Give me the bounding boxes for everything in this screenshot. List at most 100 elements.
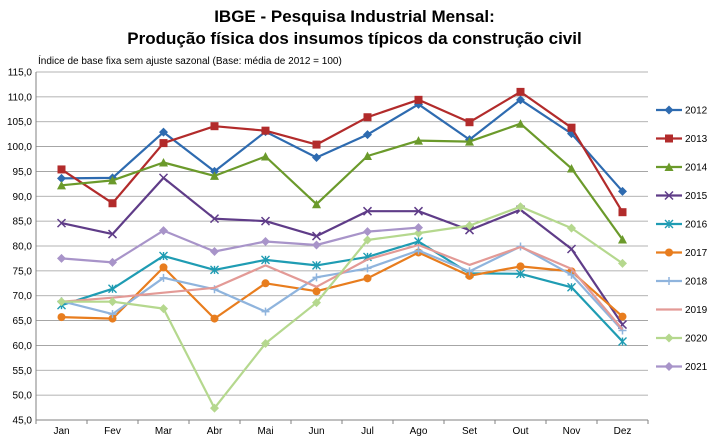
data-point: [664, 219, 674, 229]
legend-item-2016: 2016: [656, 220, 708, 231]
x-tick-label: Jul: [361, 426, 374, 437]
x-tick-label: Out: [512, 426, 528, 437]
x-tick-label: Mai: [257, 426, 273, 437]
data-point: [159, 304, 168, 314]
y-tick-label: 80,0: [13, 242, 33, 253]
x-tick-label: Set: [462, 426, 477, 437]
data-point: [210, 403, 219, 413]
data-point: [312, 260, 321, 270]
data-point: [57, 165, 66, 174]
data-point: [57, 173, 66, 183]
data-point: [57, 180, 66, 190]
data-point: [108, 175, 117, 185]
y-tick-label: 90,0: [13, 192, 33, 203]
data-point: [312, 273, 321, 282]
data-point: [465, 221, 474, 231]
data-point: [566, 244, 577, 254]
legend-label: 2014: [685, 163, 708, 174]
data-point: [261, 152, 270, 161]
y-tick-label: 100,0: [7, 142, 32, 153]
data-point: [108, 199, 117, 208]
y-tick-label: 85,0: [13, 217, 33, 228]
data-point: [209, 214, 220, 224]
data-point: [363, 274, 372, 283]
data-point: [159, 251, 168, 261]
data-point: [107, 229, 118, 239]
data-point: [363, 235, 372, 245]
data-point: [210, 246, 219, 256]
y-tick-label: 50,0: [13, 391, 33, 402]
data-point: [108, 297, 117, 307]
data-point: [159, 226, 168, 236]
data-point: [159, 157, 168, 167]
data-point: [312, 140, 321, 149]
data-point: [108, 314, 117, 323]
data-point: [618, 336, 627, 346]
x-tick-label: Mar: [155, 426, 173, 437]
series-2014: [57, 119, 627, 244]
legend-item-2015: 2015: [656, 190, 708, 202]
series-line: [61, 176, 624, 326]
legend-label: 2017: [685, 248, 708, 259]
x-tick-label: Fev: [104, 426, 121, 437]
x-tick-label: Dez: [614, 426, 632, 437]
series-line: [60, 90, 624, 213]
data-point: [665, 134, 673, 143]
legend-item-2013: 2013: [656, 134, 708, 145]
data-point: [312, 298, 321, 308]
data-point: [664, 190, 674, 201]
data-point: [261, 279, 270, 288]
data-point: [516, 87, 525, 96]
data-point: [414, 223, 423, 233]
legend-label: 2019: [685, 305, 708, 316]
data-point: [57, 297, 66, 307]
data-point: [664, 105, 674, 115]
data-point: [108, 310, 117, 319]
series-line: [61, 205, 624, 410]
data-point: [159, 273, 168, 282]
y-tick-label: 60,0: [13, 341, 33, 352]
data-point: [261, 237, 270, 247]
data-point: [664, 333, 674, 343]
data-point: [108, 257, 117, 267]
y-tick-label: 110,0: [8, 92, 33, 103]
data-point: [665, 248, 673, 257]
data-point: [210, 171, 219, 180]
data-point: [414, 228, 423, 238]
data-point: [516, 262, 525, 271]
series-line: [61, 240, 624, 343]
data-point: [618, 258, 627, 268]
legend-label: 2016: [685, 220, 708, 231]
series-line: [61, 243, 624, 331]
data-point: [567, 282, 576, 292]
data-point: [363, 227, 372, 237]
data-point: [210, 265, 219, 275]
data-point: [210, 314, 219, 323]
data-point: [312, 153, 321, 163]
data-point: [363, 151, 372, 161]
data-point: [57, 253, 66, 263]
data-point: [261, 338, 270, 348]
data-point: [210, 122, 219, 131]
legend-item-2012: 2012: [656, 105, 708, 117]
data-point: [261, 255, 270, 265]
y-axis-label: Índice de base fixa sem ajuste sazonal (…: [38, 56, 342, 67]
series-2015: [56, 173, 628, 330]
data-point: [414, 136, 423, 145]
x-tick-label: Ago: [410, 426, 428, 437]
data-point: [57, 313, 66, 322]
data-point: [312, 240, 321, 250]
y-tick-label: 115,0: [8, 68, 33, 79]
data-point: [618, 312, 627, 321]
series-line: [61, 98, 624, 193]
series-2019: [61, 243, 624, 331]
data-point: [567, 223, 576, 233]
series-line: [61, 245, 624, 332]
data-point: [618, 186, 627, 196]
data-point: [465, 271, 474, 280]
y-tick-label: 95,0: [13, 167, 33, 178]
x-tick-label: Abr: [207, 426, 223, 437]
data-point: [414, 246, 423, 255]
data-point: [516, 95, 525, 105]
y-tick-label: 45,0: [13, 416, 33, 427]
